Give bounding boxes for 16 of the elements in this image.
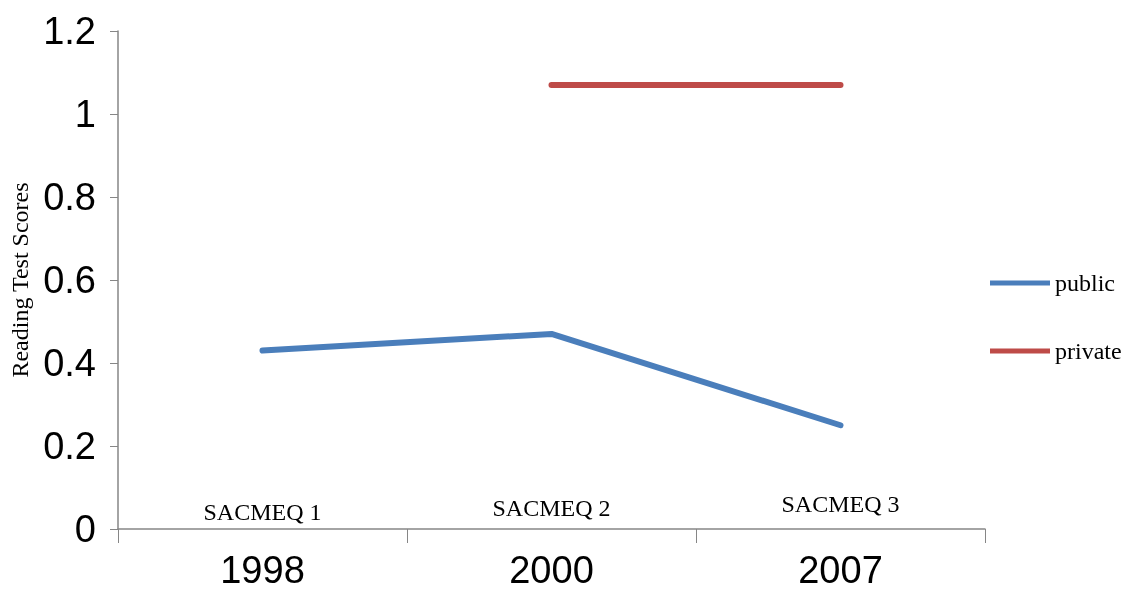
y-tick-label: 0.2 [43,425,96,467]
y-tick-label: 0 [74,508,96,550]
y-axis-title: Reading Test Scores [7,182,34,378]
y-tick-label: 1 [74,93,96,135]
y-tick-label: 0.8 [43,176,96,218]
legend-label: public [1055,270,1115,296]
annotation: SACMEQ 3 [781,491,900,517]
legend-label: private [1055,338,1122,364]
y-tick-label: 0.4 [43,342,96,384]
x-tick-label: 2000 [509,549,594,591]
annotation: SACMEQ 1 [203,499,322,525]
y-tick-label: 0.6 [43,259,96,301]
annotation: SACMEQ 2 [492,495,611,521]
x-tick-label: 1998 [220,549,305,591]
x-tick-label: 2007 [798,549,883,591]
y-tick-label: 1.2 [43,10,96,52]
